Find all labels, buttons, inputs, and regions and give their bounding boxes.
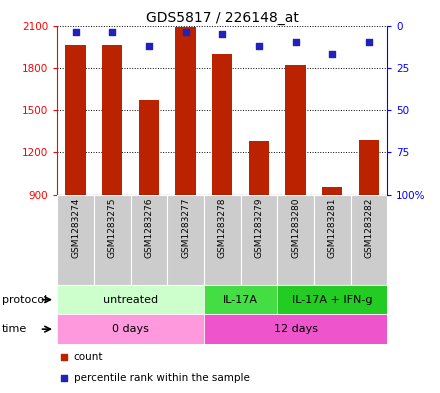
Bar [249, 141, 269, 195]
Text: GSM1283281: GSM1283281 [328, 197, 337, 258]
Text: GSM1283280: GSM1283280 [291, 197, 300, 258]
Text: protocol: protocol [2, 295, 48, 305]
Bar [204, 195, 241, 285]
Bar [286, 65, 306, 195]
Bar [94, 195, 131, 285]
Point [219, 31, 226, 37]
Title: GDS5817 / 226148_at: GDS5817 / 226148_at [146, 11, 299, 24]
Bar [212, 54, 232, 195]
Bar [57, 195, 94, 285]
Bar [359, 140, 379, 195]
Bar [176, 27, 196, 195]
Text: GSM1283275: GSM1283275 [108, 197, 117, 258]
Text: 0 days: 0 days [112, 324, 149, 334]
Text: GSM1283277: GSM1283277 [181, 197, 190, 258]
Text: GSM1283282: GSM1283282 [364, 197, 374, 258]
Text: IL-17A + IFN-g: IL-17A + IFN-g [292, 295, 372, 305]
Point [60, 375, 67, 381]
Bar [139, 100, 159, 195]
Text: IL-17A: IL-17A [223, 295, 258, 305]
Text: count: count [74, 352, 103, 362]
Point [292, 39, 299, 46]
Bar [167, 195, 204, 285]
Bar [314, 195, 351, 285]
Text: 12 days: 12 days [274, 324, 318, 334]
Text: GSM1283278: GSM1283278 [218, 197, 227, 258]
Point [72, 29, 79, 35]
Bar [277, 195, 314, 285]
Text: percentile rank within the sample: percentile rank within the sample [74, 373, 249, 383]
Text: GSM1283274: GSM1283274 [71, 197, 80, 258]
Bar [351, 195, 387, 285]
Point [182, 29, 189, 35]
Bar [57, 285, 204, 314]
Text: GSM1283279: GSM1283279 [254, 197, 264, 258]
Point [365, 39, 372, 46]
Point [255, 43, 262, 49]
Bar [204, 285, 277, 314]
Bar [204, 314, 387, 344]
Bar [241, 195, 277, 285]
Point [329, 51, 336, 57]
Point [109, 29, 116, 35]
Point [60, 354, 67, 360]
Text: untreated: untreated [103, 295, 158, 305]
Bar [131, 195, 167, 285]
Bar [277, 285, 387, 314]
Text: time: time [2, 324, 27, 334]
Bar [57, 314, 204, 344]
Text: GSM1283276: GSM1283276 [144, 197, 154, 258]
Bar [102, 45, 122, 195]
Bar [66, 45, 86, 195]
Point [145, 43, 152, 49]
Bar [322, 187, 342, 195]
